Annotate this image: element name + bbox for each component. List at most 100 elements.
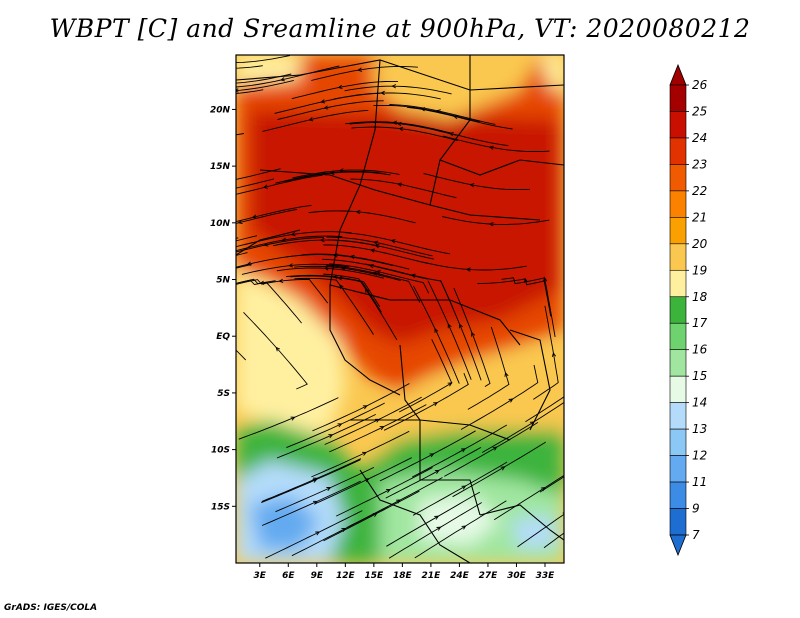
colorbar-swatch [669, 111, 687, 139]
streamline-arrow [373, 240, 379, 245]
colorbar-label: 26 [692, 78, 708, 92]
streamline [388, 502, 482, 559]
streamline-arrow [465, 267, 471, 272]
lat-tick-label: 10S [211, 446, 230, 456]
streamline-arrow [189, 264, 193, 267]
streamline-arrow [551, 351, 557, 358]
streamline [236, 279, 302, 324]
colorbar-label: 13 [692, 422, 707, 436]
lat-tick-label: 15N [210, 162, 231, 172]
streamline-arrow [332, 274, 338, 280]
streamline [329, 263, 430, 294]
streamline-arrow [385, 489, 391, 493]
streamline-arrow [390, 239, 396, 244]
streamline-arrow [328, 434, 334, 439]
streamline-arrow [572, 389, 576, 393]
streamline [294, 265, 401, 282]
streamline [477, 278, 552, 317]
colorbar-label: 16 [692, 343, 708, 357]
streamline [460, 364, 539, 430]
streamline-arrow [461, 448, 466, 453]
streamline-arrow [288, 263, 293, 268]
colorbar-swatch [669, 137, 687, 165]
streamline [414, 500, 507, 559]
streamline-arrow [369, 248, 375, 253]
streamline [389, 104, 496, 125]
wbpt-shading [236, 55, 564, 563]
streamline [261, 458, 362, 502]
colorbar-bottom-tip [669, 534, 687, 557]
streamline [236, 79, 294, 92]
colorbar-swatch [669, 455, 687, 483]
streamline-arrow [461, 525, 467, 530]
streamline [351, 126, 459, 142]
streamline-arrow [488, 145, 494, 150]
streamline [308, 210, 416, 224]
streamline [236, 204, 312, 223]
streamline [533, 305, 559, 400]
streamline [261, 459, 361, 504]
streamline-arrow [375, 270, 381, 275]
lat-tick-label: 5N [216, 276, 230, 286]
streamline-arrow [448, 131, 454, 137]
lat-tick-label: 15S [211, 502, 230, 512]
streamline-arrow [180, 248, 184, 251]
streamline-arrow [184, 136, 188, 139]
streamline [383, 373, 469, 431]
lon-tick-label: 33E [536, 571, 556, 581]
streamline [236, 235, 343, 252]
streamline-arrow [508, 398, 514, 403]
streamline [452, 441, 546, 498]
colorbar-swatch [669, 402, 687, 430]
streamline [236, 252, 248, 256]
lon-tick-label: 18E [393, 571, 413, 581]
streamline-arrow [337, 423, 343, 428]
lon-tick-label: 27E [479, 571, 499, 581]
streamline-arrow [471, 331, 476, 337]
streamline [236, 89, 264, 94]
streamline-arrow [380, 90, 385, 96]
streamline [329, 404, 427, 453]
colorbar-swatch [669, 269, 687, 298]
colorbar-label: 24 [692, 131, 707, 145]
streamline-arrow [434, 515, 440, 520]
streamline [373, 104, 480, 123]
streamline [543, 532, 564, 549]
streamline-arrow [236, 88, 239, 93]
streamline-arrow [323, 266, 329, 271]
streamline-arrow [469, 183, 475, 188]
streamline-arrow [290, 232, 296, 237]
streamline-arrow [447, 323, 452, 329]
streamline [493, 474, 564, 521]
streamline [283, 171, 391, 183]
streamline-arrow [308, 117, 314, 122]
colorbar-swatch [669, 349, 687, 377]
colorbar-label: 25 [692, 104, 707, 118]
country-borders [236, 55, 564, 563]
streamline [379, 430, 476, 482]
colorbar: 26 25 24 23 22 21 20 19 18 17 16 15 14 13 12 11 9 7 [669, 63, 708, 557]
streamline-arrow [543, 276, 548, 282]
streamline [273, 239, 381, 248]
streamline [236, 237, 239, 239]
colorbar-label: 9 [692, 502, 700, 516]
streamline-arrow [275, 346, 281, 352]
streamline [350, 178, 457, 199]
colorbar-swatch [669, 428, 687, 456]
streamline [276, 413, 376, 459]
streamline [326, 236, 433, 257]
streamline-arrow [398, 126, 404, 132]
streamline-arrow [447, 382, 453, 387]
streamline [402, 123, 509, 147]
colorbar-label: 21 [692, 210, 707, 224]
streamline-arrow [523, 277, 529, 283]
streamline-arrow [259, 280, 265, 285]
streamline [236, 278, 329, 304]
lat-tick-label: 10N [210, 219, 231, 229]
streamline [236, 178, 275, 189]
streamline [243, 311, 308, 390]
streamline-arrow [332, 253, 338, 258]
chart-title: WBPT [C] and Sreamline at 900hPa, VT: 20… [49, 14, 751, 43]
streamline [364, 263, 454, 309]
streamline [265, 510, 363, 559]
